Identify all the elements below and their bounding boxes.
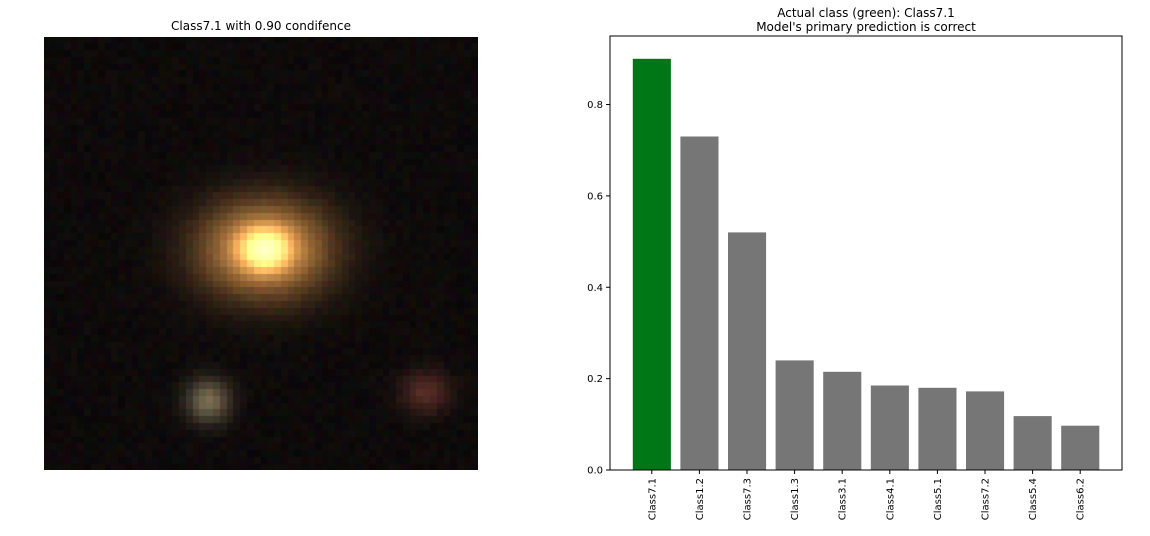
y-tick-label: 0.6: [587, 191, 603, 202]
x-axis: Class7.1 Class1.2 Class7.3 Class1.3 Class3.1…: [647, 470, 1087, 520]
bars-group: [632, 58, 1100, 471]
x-tick-label: Class6.2: [1076, 478, 1087, 520]
x-tick-label: Class1.3: [790, 478, 801, 520]
y-tick-label: 0.8: [587, 100, 603, 111]
plot-frame: [609, 35, 1123, 471]
x-tick-label: Class4.1: [885, 478, 896, 520]
x-tick-label: Class7.2: [981, 478, 992, 520]
x-tick-label: Class1.2: [695, 478, 706, 520]
bar-class4-1: [870, 385, 909, 470]
chart-title-line2: Model's primary prediction is correct: [756, 20, 976, 34]
y-tick-label: 0.2: [587, 374, 603, 385]
bar-class7-3: [728, 232, 767, 470]
galaxy-image: [44, 37, 478, 470]
x-tick-label: Class7.1: [647, 478, 658, 520]
bar-class3-1: [823, 371, 862, 470]
bar-class7-2: [966, 391, 1005, 470]
image-title: Class7.1 with 0.90 condifence: [171, 19, 351, 33]
y-tick-label: 0.0: [587, 466, 603, 477]
y-axis: 0.0 0.2 0.4 0.6 0.8: [587, 100, 610, 477]
chart-title-line1: Actual class (green): Class7.1: [777, 6, 955, 20]
bar-class5-1: [918, 387, 957, 470]
x-tick-label: Class3.1: [838, 478, 849, 520]
galaxy-image-canvas: [44, 37, 478, 470]
x-tick-label: Class5.4: [1028, 478, 1039, 520]
y-tick-label: 0.4: [587, 283, 603, 294]
bar-class6-2: [1061, 425, 1100, 470]
bar-class1-3: [775, 360, 814, 470]
bar-class5-4: [1013, 416, 1052, 470]
bar-class1-2: [680, 136, 719, 470]
x-tick-label: Class7.3: [743, 478, 754, 520]
bar-class7-1: [632, 58, 671, 471]
chart-title: Actual class (green): Class7.1 Model's p…: [610, 6, 1122, 34]
x-tick-label: Class5.1: [933, 478, 944, 520]
